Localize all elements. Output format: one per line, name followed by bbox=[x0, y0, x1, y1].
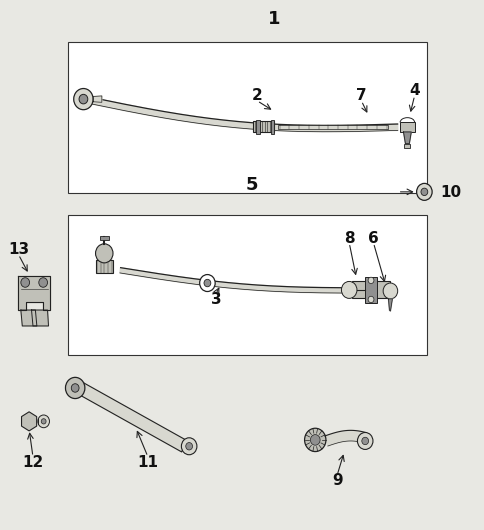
Circle shape bbox=[341, 281, 356, 298]
Bar bbox=[278, 125, 387, 129]
Bar bbox=[252, 121, 274, 132]
Bar bbox=[256, 120, 260, 134]
Bar bbox=[399, 122, 414, 132]
Circle shape bbox=[304, 428, 325, 452]
Text: 9: 9 bbox=[331, 473, 342, 488]
Circle shape bbox=[420, 188, 427, 196]
Text: 7: 7 bbox=[355, 88, 366, 103]
Circle shape bbox=[185, 443, 192, 450]
Polygon shape bbox=[93, 96, 102, 102]
Text: 2: 2 bbox=[251, 88, 262, 103]
Text: 1: 1 bbox=[267, 10, 280, 28]
Circle shape bbox=[367, 296, 373, 303]
Circle shape bbox=[361, 437, 368, 445]
Circle shape bbox=[65, 377, 85, 399]
Bar bbox=[404, 144, 409, 148]
Circle shape bbox=[39, 278, 47, 287]
Polygon shape bbox=[388, 299, 392, 311]
Bar bbox=[100, 236, 108, 240]
Circle shape bbox=[95, 244, 113, 263]
Text: 13: 13 bbox=[8, 242, 29, 257]
Circle shape bbox=[310, 435, 319, 445]
Text: 4: 4 bbox=[408, 83, 419, 98]
Bar bbox=[68, 42, 426, 193]
Bar bbox=[68, 215, 426, 355]
Text: 10: 10 bbox=[439, 185, 461, 200]
Polygon shape bbox=[77, 382, 186, 452]
Circle shape bbox=[71, 384, 79, 392]
Circle shape bbox=[74, 89, 93, 110]
Polygon shape bbox=[18, 276, 50, 310]
Circle shape bbox=[38, 415, 49, 428]
Bar bbox=[95, 260, 113, 273]
Circle shape bbox=[21, 278, 30, 287]
Circle shape bbox=[79, 94, 88, 104]
Polygon shape bbox=[86, 96, 397, 132]
Text: 6: 6 bbox=[367, 231, 378, 246]
Circle shape bbox=[199, 275, 215, 292]
Circle shape bbox=[41, 419, 46, 424]
Circle shape bbox=[382, 283, 397, 299]
Text: 5: 5 bbox=[245, 176, 258, 195]
Text: 3: 3 bbox=[210, 292, 221, 307]
Text: 8: 8 bbox=[343, 231, 354, 246]
Bar bbox=[351, 281, 390, 298]
Polygon shape bbox=[324, 430, 365, 446]
Circle shape bbox=[357, 432, 372, 449]
Bar bbox=[364, 277, 376, 303]
Bar bbox=[270, 120, 274, 134]
Circle shape bbox=[181, 438, 197, 455]
Circle shape bbox=[367, 277, 373, 284]
Circle shape bbox=[416, 183, 431, 200]
Circle shape bbox=[204, 279, 211, 287]
Polygon shape bbox=[120, 268, 368, 293]
Polygon shape bbox=[403, 132, 410, 144]
Polygon shape bbox=[31, 310, 48, 326]
Text: 11: 11 bbox=[137, 455, 158, 470]
Polygon shape bbox=[21, 310, 37, 326]
Text: 12: 12 bbox=[22, 455, 44, 470]
